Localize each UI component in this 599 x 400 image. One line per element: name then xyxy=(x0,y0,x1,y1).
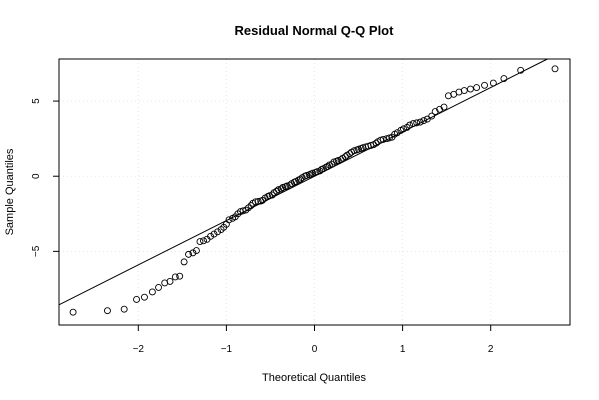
data-point xyxy=(377,136,385,144)
reference-line xyxy=(58,58,548,306)
grid xyxy=(59,59,570,325)
points xyxy=(69,65,559,316)
data-point xyxy=(481,81,488,89)
data-point xyxy=(69,308,77,316)
data-point xyxy=(316,167,324,175)
data-point xyxy=(466,85,474,93)
chart-title: Residual Normal Q-Q Plot xyxy=(235,23,395,38)
data-point xyxy=(133,296,140,303)
data-point xyxy=(166,277,174,285)
data-point xyxy=(379,135,387,143)
data-point xyxy=(176,272,184,280)
data-point xyxy=(225,216,233,224)
data-point xyxy=(400,125,407,133)
data-point xyxy=(334,156,342,164)
data-point xyxy=(517,66,525,74)
data-point xyxy=(431,108,439,116)
data-point xyxy=(104,307,111,315)
data-point xyxy=(416,118,424,126)
x-tick-label: 0 xyxy=(312,344,318,355)
data-point xyxy=(460,87,468,95)
data-point xyxy=(409,120,417,128)
data-point xyxy=(155,283,163,291)
y-tick-label: −5 xyxy=(31,245,42,257)
data-point xyxy=(274,186,282,194)
data-point xyxy=(141,293,148,301)
y-axis-label: Sample Quantiles xyxy=(4,148,16,235)
data-point xyxy=(196,238,204,246)
y-tick-label: 5 xyxy=(31,98,42,104)
data-point xyxy=(330,158,338,166)
data-point xyxy=(180,258,188,266)
data-point xyxy=(551,65,559,73)
data-point xyxy=(385,134,393,142)
data-point xyxy=(207,232,214,240)
data-point xyxy=(148,288,156,296)
data-point xyxy=(413,119,421,127)
data-point xyxy=(254,198,262,205)
data-point xyxy=(273,187,281,195)
data-point xyxy=(171,273,179,281)
data-point xyxy=(350,147,358,155)
x-tick-label: 1 xyxy=(400,344,406,355)
data-point xyxy=(252,198,259,206)
y-axis: −5 0 5 xyxy=(31,98,59,257)
data-point xyxy=(420,117,428,125)
data-point xyxy=(185,250,192,258)
y-tick-label: 0 xyxy=(31,173,42,179)
x-axis: −2 −1 0 1 2 xyxy=(133,325,494,355)
data-point xyxy=(406,121,414,129)
data-point xyxy=(200,237,207,245)
data-point xyxy=(268,191,276,199)
data-point xyxy=(120,305,128,313)
x-axis-label: Theoretical Quantiles xyxy=(262,372,366,384)
data-point xyxy=(473,84,481,92)
data-point xyxy=(436,105,444,113)
data-point xyxy=(283,182,291,190)
x-tick-label: −1 xyxy=(221,344,233,355)
data-point xyxy=(500,75,508,82)
data-point xyxy=(192,247,200,255)
data-point xyxy=(279,184,287,191)
data-point xyxy=(214,228,222,236)
data-point xyxy=(428,112,436,120)
data-point xyxy=(440,103,448,111)
data-point xyxy=(489,79,497,87)
data-point xyxy=(393,129,401,137)
data-point xyxy=(309,169,317,177)
data-point xyxy=(355,145,363,153)
x-tick-label: −2 xyxy=(133,344,145,355)
data-point xyxy=(239,207,247,215)
data-point xyxy=(210,230,218,238)
data-point xyxy=(277,185,285,193)
x-tick-label: 2 xyxy=(488,344,494,355)
data-point xyxy=(313,168,321,176)
data-point xyxy=(303,172,311,179)
data-point xyxy=(324,163,332,170)
data-point xyxy=(247,202,255,209)
data-point xyxy=(189,249,197,257)
